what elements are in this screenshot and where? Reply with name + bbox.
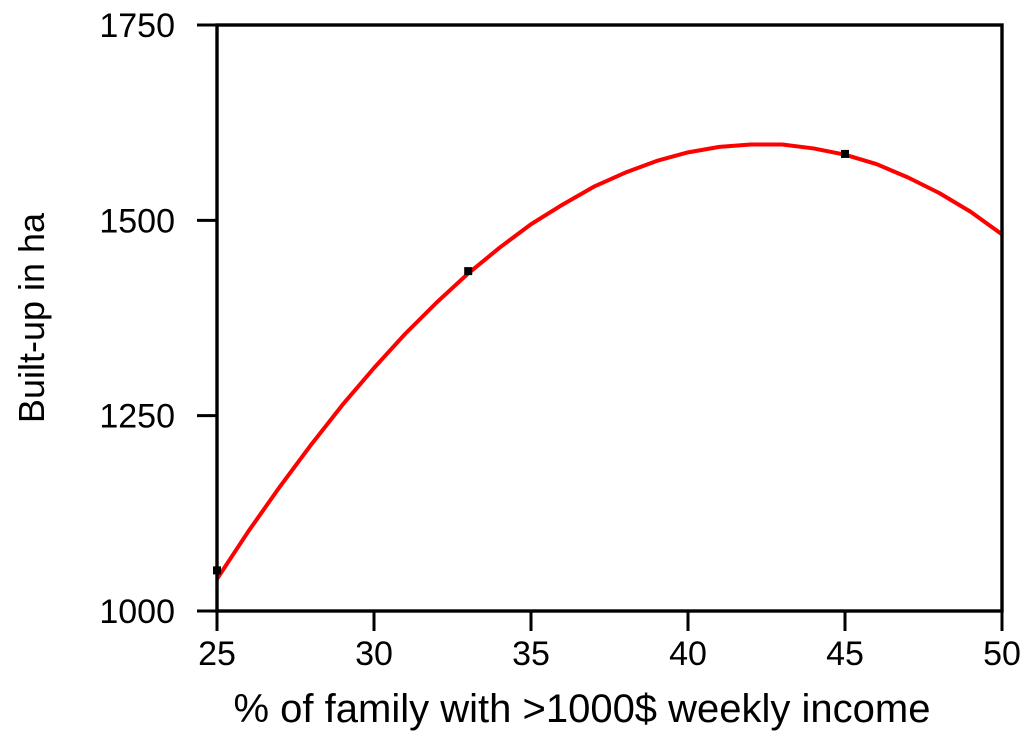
x-axis-title: % of family with >1000$ weekly income bbox=[234, 687, 931, 731]
x-axis-ticks: 25 30 35 40 45 50 bbox=[198, 611, 1021, 673]
plot-border bbox=[215, 23, 1004, 613]
y-tick-label-1500: 1500 bbox=[99, 202, 175, 240]
x-tick-label-40: 40 bbox=[669, 635, 707, 673]
x-tick-label-50: 50 bbox=[983, 635, 1021, 673]
y-axis-ticks: 1000 1250 1500 1750 bbox=[99, 7, 217, 631]
data-point-45-1585 bbox=[841, 149, 849, 158]
data-point-33-1435 bbox=[464, 267, 473, 276]
x-tick-label-45: 45 bbox=[826, 635, 864, 673]
x-tick-label-30: 30 bbox=[355, 635, 393, 673]
y-tick-label-1750: 1750 bbox=[99, 7, 175, 45]
x-tick-label-35: 35 bbox=[512, 635, 550, 673]
y-tick-label-1250: 1250 bbox=[99, 398, 175, 436]
y-tick-label-1000: 1000 bbox=[99, 593, 175, 631]
fit-line bbox=[215, 142, 1004, 581]
y-axis-title: Built-up in ha bbox=[11, 212, 52, 423]
series-layer bbox=[213, 142, 1004, 581]
x-tick-label-25: 25 bbox=[198, 635, 236, 673]
